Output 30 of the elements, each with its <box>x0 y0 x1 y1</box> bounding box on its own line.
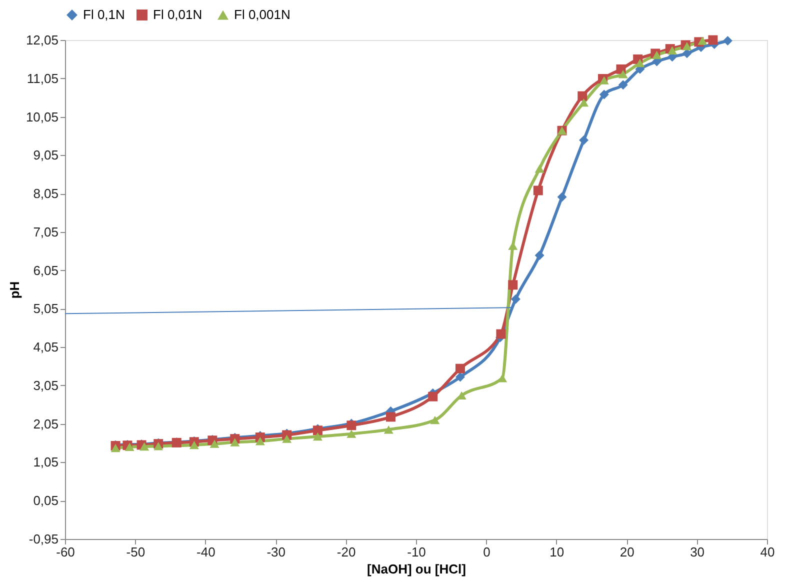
x-tick-label: -60 <box>56 544 75 560</box>
x-tick-label: -50 <box>126 544 146 560</box>
x-tick-label: 30 <box>690 544 705 560</box>
y-tick-label: 5,05 <box>33 301 58 316</box>
y-tick-label: 8,05 <box>33 186 58 202</box>
y-tick-label: 1,05 <box>33 454 58 470</box>
y-tick-label: 0,05 <box>33 493 58 508</box>
legend-label: Fl 0,001N <box>234 7 290 22</box>
y-tick-label: 2,05 <box>33 416 58 432</box>
y-tick-label: -0,95 <box>28 532 58 546</box>
x-tick-label: 40 <box>760 544 775 560</box>
y-tick-label: 7,05 <box>33 224 58 240</box>
legend-label: Fl 0,01N <box>153 7 202 22</box>
y-tick-label: 10,05 <box>26 109 58 124</box>
y-tick-label: 4,05 <box>33 340 58 355</box>
y-tick-label: 9,05 <box>33 148 58 163</box>
x-tick-label: -20 <box>336 544 356 560</box>
legend-label: Fl 0,1N <box>83 7 125 22</box>
x-tick-label: 20 <box>620 544 634 560</box>
y-axis-title: pH <box>6 281 22 299</box>
x-tick-label: 0 <box>483 544 490 560</box>
x-tick-label: -30 <box>266 544 286 560</box>
x-axis-title: [NaOH] ou [HCl] <box>367 562 466 576</box>
y-tick-label: 6,05 <box>33 262 58 278</box>
x-tick-label: -40 <box>196 544 216 560</box>
y-tick-label: 11,05 <box>26 70 58 86</box>
y-tick-label: 3,05 <box>33 378 58 393</box>
y-tick-label: 12,05 <box>26 32 58 48</box>
x-tick-label: 10 <box>550 544 564 560</box>
x-tick-label: -10 <box>407 544 426 560</box>
